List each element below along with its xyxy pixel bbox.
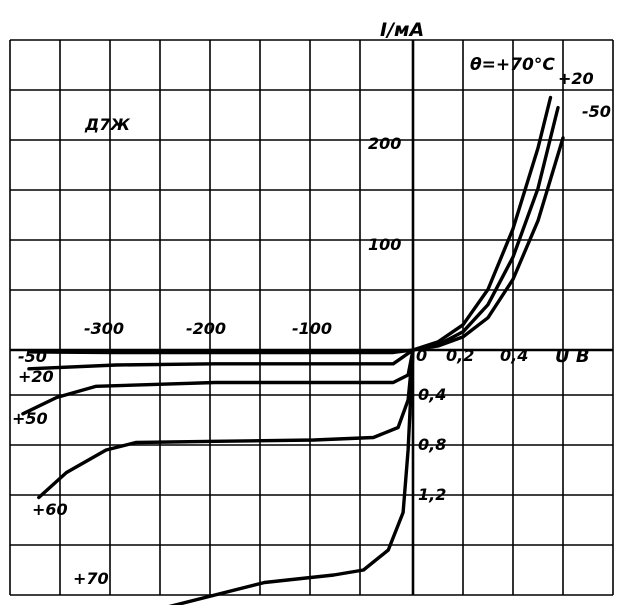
grid: [9, 39, 614, 596]
tick-label-current-100: 100: [368, 235, 401, 254]
reverse-curve-3: [37, 348, 415, 500]
tick-label-reverse-current-1-2: 1,2: [418, 485, 446, 504]
series-label-forward-minus50: -50: [582, 102, 611, 121]
reverse-curve-2: [21, 348, 415, 416]
tick-label-reverse-current-0-4: 0,4: [418, 385, 446, 404]
tick-label-reverse-200: -200: [186, 319, 226, 338]
tick-label-reverse-100: -100: [292, 319, 332, 338]
axes: [10, 40, 613, 595]
tick-label-forward-1: 0,2: [446, 346, 474, 365]
series-label-reverse-plus70: +70: [73, 569, 109, 588]
tick-label-reverse-300: -300: [84, 319, 124, 338]
chart-title: Д7Ж: [84, 115, 130, 134]
tick-label-forward-0: 0: [416, 346, 427, 365]
forward-curve-2: [411, 136, 565, 352]
curves: [21, 95, 565, 605]
reverse-curve-4: [168, 348, 415, 605]
y-axis-label: I/мА: [380, 19, 424, 41]
series-label-reverse-minus50: -50: [18, 347, 47, 366]
series-label-reverse-plus50: +50: [12, 409, 48, 428]
tick-label-reverse-current-0-8: 0,8: [418, 435, 446, 454]
series-label-reverse-plus20: +20: [18, 367, 54, 386]
series-label-forward-plus20: +20: [558, 69, 594, 88]
theta-label: θ=+70°C: [470, 55, 555, 75]
series-label-reverse-plus60: +60: [32, 500, 68, 519]
forward-curve-0: [411, 95, 553, 352]
reverse-curve-1: [27, 348, 415, 371]
tick-label-current-200: 200: [368, 134, 401, 153]
reverse-curve-0: [27, 348, 415, 355]
x-axis-label: U B: [555, 346, 590, 367]
tick-label-forward-2: 0,4: [500, 346, 528, 365]
